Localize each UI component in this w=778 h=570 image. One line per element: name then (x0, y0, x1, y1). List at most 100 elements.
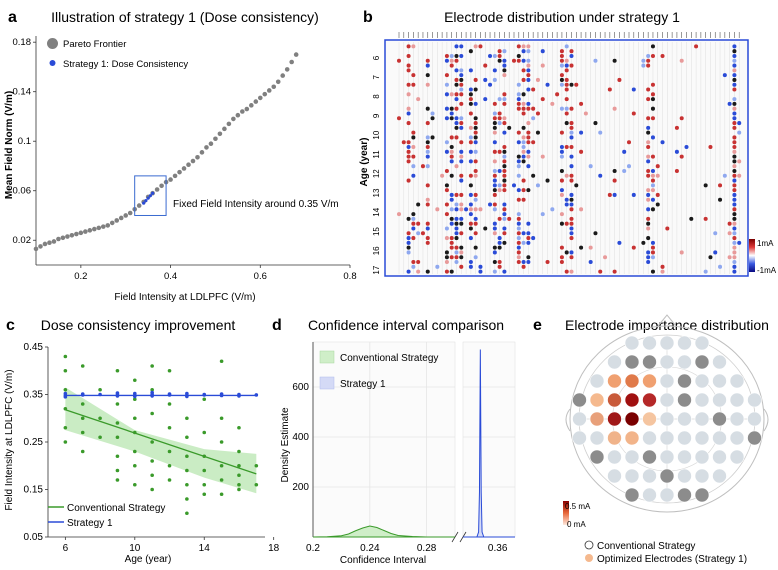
y-tick-label: 0.06 (13, 186, 32, 197)
pareto-point (190, 158, 196, 164)
electrode-current-cell (660, 140, 665, 145)
pareto-point (100, 224, 106, 229)
electrode-current-cell (411, 154, 416, 159)
electrode-current-cell (492, 260, 497, 265)
conventional-point (202, 397, 207, 402)
electrode-current-cell (516, 236, 521, 241)
legend-pareto-marker (47, 38, 58, 49)
electrode-current-cell (732, 178, 737, 183)
electrode-current-cell (507, 125, 512, 130)
conventional-fit-line (65, 409, 257, 475)
electrode-current-cell (502, 212, 507, 217)
electrode-current-cell (718, 183, 723, 188)
conventional-point (185, 454, 189, 459)
electrode-current-cell (732, 240, 737, 245)
conventional-point (202, 454, 207, 459)
age-tick-label: 11 (372, 150, 381, 159)
electrode-current-cell (459, 178, 464, 183)
electrode-current-cell (732, 53, 737, 58)
pareto-point (127, 210, 133, 216)
pareto-point (56, 236, 61, 242)
electrode-current-cell (564, 58, 569, 63)
electrode-current-cell (526, 44, 531, 49)
pareto-point (69, 232, 75, 238)
electrode-current-cell (646, 145, 651, 150)
pareto-point (222, 126, 227, 132)
electrode-current-cell (468, 87, 473, 92)
electrode-current-cell (454, 77, 459, 82)
conventional-point (219, 359, 224, 364)
electrode (659, 468, 675, 484)
legend-conventional-swatch (319, 350, 335, 364)
electrode-current-cell (459, 68, 464, 73)
electrode-current-cell (492, 178, 497, 183)
electrode (677, 468, 692, 484)
pareto-point (47, 240, 52, 246)
electrode-current-cell (732, 68, 737, 73)
electrode-current-cell (650, 106, 655, 111)
electrode (694, 449, 710, 465)
electrode-current-cell (454, 250, 459, 255)
electrode-current-cell (459, 250, 464, 255)
electrode-current-cell (502, 63, 507, 68)
electrode-current-cell (732, 192, 737, 197)
electrode-current-cell (449, 221, 454, 226)
electrode-current-cell (559, 221, 564, 226)
electrode-current-cell (694, 44, 699, 49)
electrode-current-cell (526, 221, 531, 226)
electrode-current-cell (732, 149, 737, 154)
electrode-current-cell (406, 111, 411, 116)
electrode-current-cell (559, 145, 564, 150)
electrode-current-cell (492, 226, 497, 231)
electrode (607, 430, 622, 446)
electrode-current-cell (569, 63, 574, 68)
electrode-current-cell (559, 255, 564, 260)
electrode-current-cell (732, 121, 737, 126)
electrode (624, 487, 640, 503)
electrode-current-cell (454, 236, 459, 241)
electrode-current-cell (526, 154, 531, 159)
electrode (589, 449, 605, 465)
electrode-current-cell (650, 92, 655, 97)
electrode-current-cell (737, 173, 742, 178)
conventional-point (237, 463, 241, 468)
conventional-point (133, 397, 137, 402)
electrode-current-cell (579, 245, 584, 250)
electrode-current-cell (449, 53, 454, 58)
electrode-current-cell (454, 121, 459, 126)
electrode-heatmap: 6 7 8 9 10 11 12 13 14 15 16 17 (372, 32, 749, 277)
pareto-point (65, 234, 70, 239)
electrode-current-cell (646, 197, 651, 202)
electrode-current-cell (454, 97, 459, 102)
electrode-current-cell (516, 44, 521, 49)
electrode-current-cell (579, 149, 584, 154)
electrode-current-cell (406, 250, 411, 255)
electrode-current-cell (454, 68, 459, 73)
electrode-current-cell (492, 159, 497, 164)
electrode-current-cell (559, 178, 564, 183)
electrode-current-cell (564, 44, 569, 49)
electrode-current-cell (526, 236, 531, 241)
electrode-current-cell (459, 92, 464, 97)
panel-a-xlabel: Field Intensity at LDLPFC (V/m) (114, 292, 255, 303)
electrode-current-cell (564, 202, 569, 207)
electrode-current-cell (516, 212, 521, 217)
electrode-current-cell (454, 221, 459, 226)
electrode-current-cell (732, 245, 737, 250)
electrode-current-cell (502, 216, 507, 221)
electrode-current-cell (473, 245, 478, 250)
electrode-current-cell (569, 53, 574, 58)
electrode-current-cell (449, 216, 454, 221)
electrode-current-cell (727, 221, 732, 226)
left-ear-outline (565, 408, 571, 432)
electrode-current-cell (449, 111, 454, 116)
electrode-current-cell (425, 221, 430, 226)
strategy1-point (237, 394, 241, 398)
electrode-current-cell (559, 168, 564, 173)
conventional-point (115, 435, 120, 440)
electrode-current-cell (713, 231, 718, 236)
electrode (607, 373, 622, 389)
electrode-current-cell (492, 77, 497, 82)
electrode-current-cell (473, 130, 478, 135)
electrode-current-cell (650, 245, 655, 250)
